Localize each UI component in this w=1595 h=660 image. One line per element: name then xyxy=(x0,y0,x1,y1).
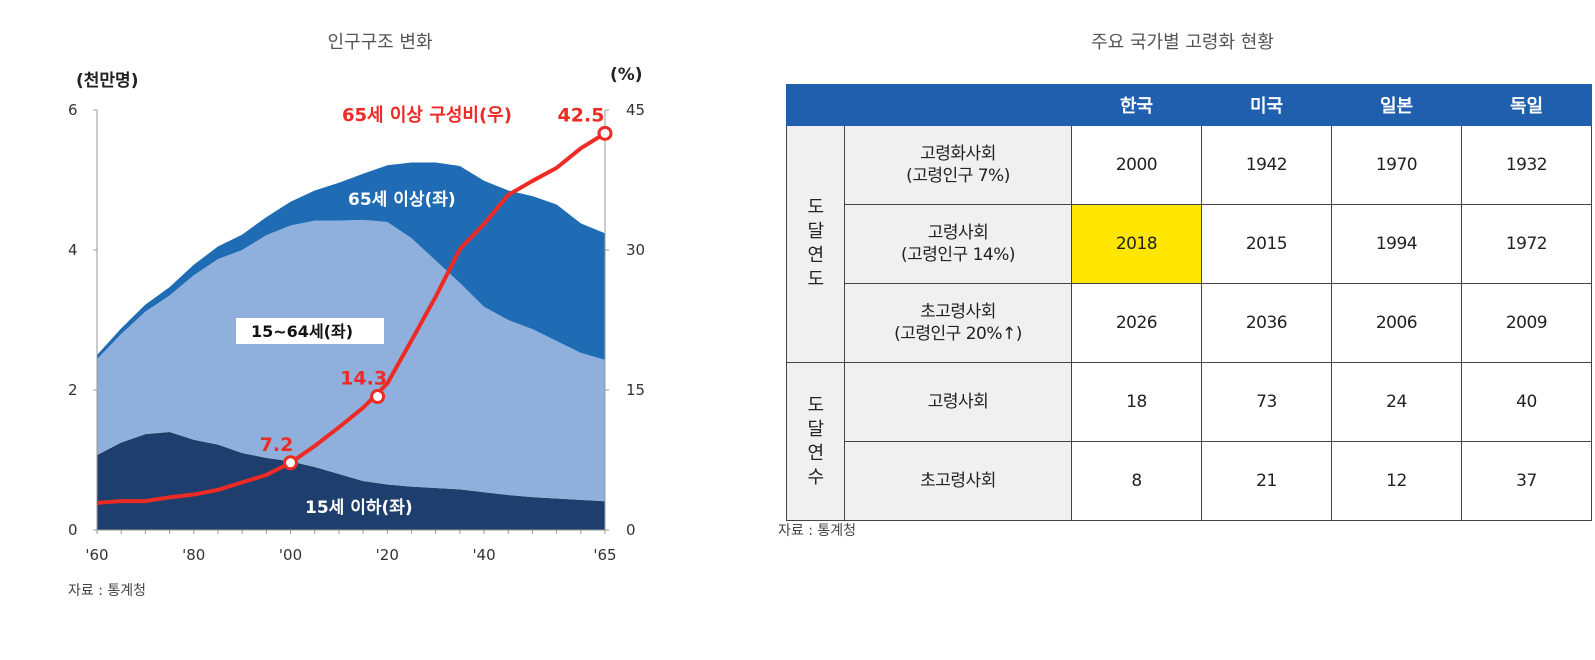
ratio-line xyxy=(96,131,607,505)
right-tick-label: 15 xyxy=(626,381,645,399)
table-cell: 2036 xyxy=(1201,283,1332,363)
header-germany: 독일 xyxy=(1461,84,1592,126)
x-tick-label: '00 xyxy=(279,546,302,564)
table-cell: 8 xyxy=(1071,441,1202,521)
table-cell: 18 xyxy=(1071,362,1202,442)
header-korea: 한국 xyxy=(1071,84,1202,126)
chart-source: 자료 : 통계청 xyxy=(68,583,147,599)
right-tick-label: 45 xyxy=(626,101,645,119)
x-tick-label: '65 xyxy=(593,546,616,564)
table-cell: 1942 xyxy=(1201,125,1332,205)
population-structure-panel: 인구구조 변화 6 4 2 0 45 30 15 0 '60 '80 '00 '20 '40 '65 (천만… xyxy=(0,0,760,660)
table-cell: 40 xyxy=(1461,362,1592,442)
row-label: 고령사회 (고령인구 14%) xyxy=(844,204,1072,284)
x-tick-label: '80 xyxy=(182,546,205,564)
row-label: 초고령사회 (고령인구 20%↑) xyxy=(844,283,1072,363)
ratio-marker xyxy=(597,125,613,141)
table-row: 초고령사회 8 21 12 37 xyxy=(787,441,1592,521)
ratio-marker xyxy=(370,389,386,405)
table-cell: 2000 xyxy=(1071,125,1202,205)
elderly-area-label: 65세 이상(좌) xyxy=(348,190,456,210)
table-cell: 2009 xyxy=(1461,283,1592,363)
x-tick-label: '40 xyxy=(472,546,495,564)
table-cell: 1932 xyxy=(1461,125,1592,205)
table-source: 자료 : 통계청 xyxy=(778,523,857,539)
area-elderly xyxy=(97,162,605,360)
row-label: 초고령사회 xyxy=(844,441,1072,521)
table-cell: 21 xyxy=(1201,441,1332,521)
highlighted-cell: 2018 xyxy=(1071,204,1202,284)
ratio-point-label: 7.2 xyxy=(260,434,294,456)
left-tick-label: 0 xyxy=(68,521,78,539)
table-title: 주요 국가별 고령화 현황 xyxy=(1091,32,1274,53)
table-cell: 2006 xyxy=(1331,283,1462,363)
header-japan: 일본 xyxy=(1331,84,1462,126)
left-tick-label: 4 xyxy=(68,241,78,259)
x-tick-label: '20 xyxy=(376,546,399,564)
header-blank xyxy=(786,84,1072,126)
row-label: 고령화사회 (고령인구 7%) xyxy=(844,125,1072,205)
row-label: 고령사회 xyxy=(844,362,1072,442)
area-youth xyxy=(97,432,605,530)
left-tick-label: 2 xyxy=(68,381,78,399)
table-row: 초고령사회 (고령인구 20%↑) 2026 2036 2006 2009 xyxy=(787,283,1592,363)
right-axis-unit: (%) xyxy=(610,65,643,85)
ratio-point-label: 14.3 xyxy=(340,368,387,390)
table-cell: 1972 xyxy=(1461,204,1592,284)
left-tick-label: 6 xyxy=(68,101,78,119)
table-cell: 2026 xyxy=(1071,283,1202,363)
left-axis-unit: (천만명) xyxy=(76,71,138,91)
right-tick-label: 30 xyxy=(626,241,645,259)
working-label-box xyxy=(236,318,384,344)
table-cell: 2015 xyxy=(1201,204,1332,284)
table-cell: 37 xyxy=(1461,441,1592,521)
working-area-label: 15~64세(좌) xyxy=(251,322,353,341)
area-working-age xyxy=(97,219,605,502)
ratio-point-label: 42.5 xyxy=(558,104,605,126)
x-tick-label: '60 xyxy=(85,546,108,564)
right-tick-label: 0 xyxy=(626,521,636,539)
youth-area-label: 15세 이하(좌) xyxy=(305,498,413,518)
table-cell: 1994 xyxy=(1331,204,1462,284)
ratio-line-label: 65세 이상 구성비(우) xyxy=(342,105,512,126)
table-cell: 73 xyxy=(1201,362,1332,442)
table-cell: 24 xyxy=(1331,362,1462,442)
table-cell: 1970 xyxy=(1331,125,1462,205)
population-chart: 6 4 2 0 45 30 15 0 '60 '80 '00 '20 '40 '65 (천만명) (%) 7.… xyxy=(68,65,645,564)
header-usa: 미국 xyxy=(1201,84,1332,126)
ratio-marker xyxy=(283,455,299,471)
chart-title: 인구구조 변화 xyxy=(327,32,433,53)
table-row: 고령사회 (고령인구 14%) 2018 2015 1994 1972 xyxy=(787,204,1592,284)
table-header-row: 한국 미국 일본 독일 xyxy=(786,84,1592,126)
table-cell: 12 xyxy=(1331,441,1462,521)
